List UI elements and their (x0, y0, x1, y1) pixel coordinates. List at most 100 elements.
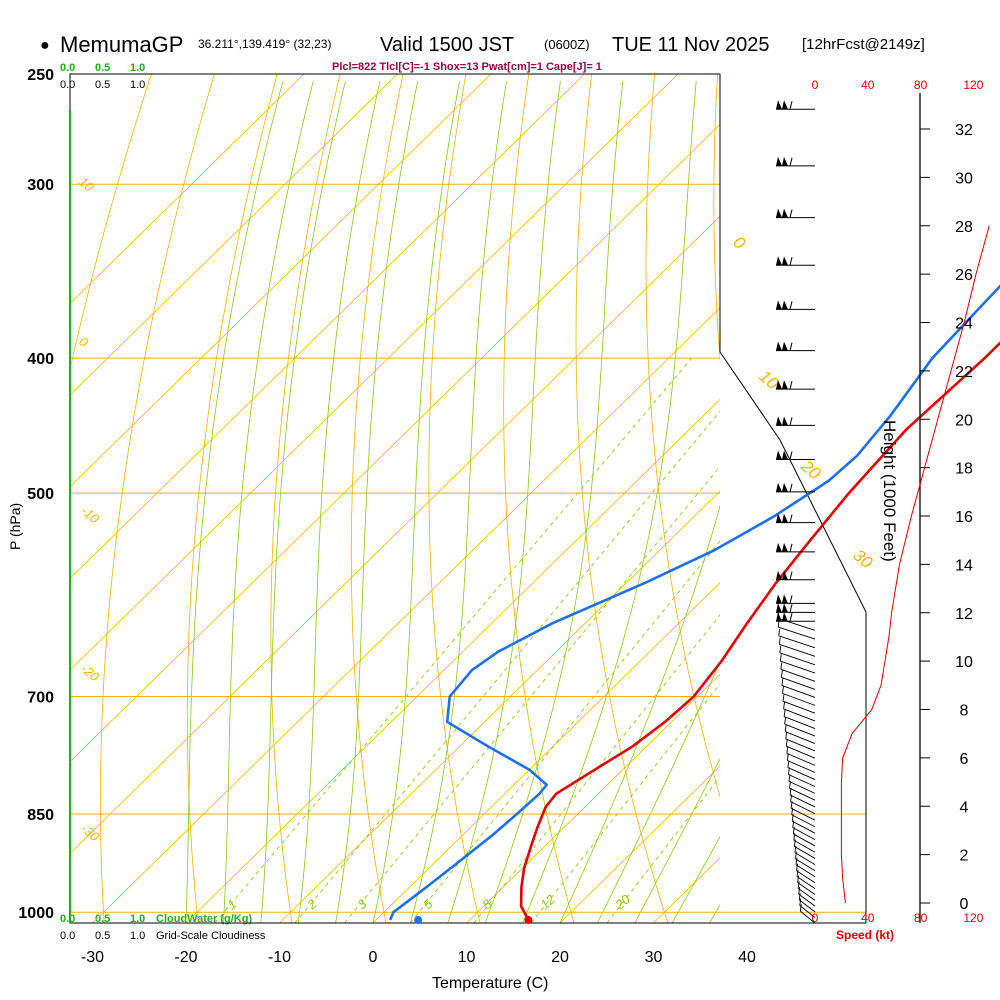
barb-feather (778, 628, 781, 636)
barb-feather (786, 753, 789, 761)
isotherm-line (185, 398, 720, 923)
height-tick-label: 2 (960, 848, 969, 865)
wind-barb (793, 839, 816, 859)
barb-feather (789, 257, 793, 266)
barb-shaft (795, 858, 816, 872)
wind-barb (790, 801, 816, 821)
barb-feather (784, 724, 787, 732)
isotherm-line (279, 490, 720, 923)
barb-shaft (793, 833, 816, 847)
isotherm-line (70, 74, 398, 396)
barb-shaft (783, 708, 816, 722)
forecast-info: [12hrFcst@2149z] (802, 36, 925, 53)
pressure-tick-label: 250 (27, 67, 54, 84)
dry-adiabat-line (503, 74, 575, 923)
barb-shaft (794, 852, 816, 865)
wind-barb (794, 851, 816, 872)
barb-pennant (782, 570, 788, 580)
barb-pennant (782, 603, 788, 613)
barb-shaft (780, 668, 816, 682)
barb-feather (795, 857, 798, 865)
barb-shaft (789, 787, 816, 801)
barb-feather (782, 694, 785, 702)
barb-feather (790, 801, 793, 809)
barb-feather (794, 845, 797, 853)
height-tick-label: 10 (955, 654, 973, 671)
mixing-ratio-line (473, 614, 720, 923)
barb-shaft (790, 801, 816, 815)
barb-feather (793, 839, 796, 847)
barb-feather (789, 781, 791, 789)
height-tick-label: 8 (960, 703, 969, 720)
barb-feather (789, 483, 793, 493)
wind-barb (781, 678, 816, 698)
barb-feather (782, 686, 784, 694)
dry-adiabat-line (100, 74, 215, 923)
height-tick-label: 26 (955, 267, 973, 284)
x-axis-title: Temperature (C) (432, 975, 548, 992)
wind-barb (779, 645, 816, 666)
barb-shaft (797, 882, 816, 895)
barb-feather (789, 604, 793, 613)
wind-barb (784, 717, 816, 737)
barb-pennant (776, 208, 782, 218)
height-tick-label: 20 (955, 412, 973, 429)
moist-adiabat-line (223, 81, 314, 923)
barb-pennant (782, 100, 788, 110)
wind-barb (787, 760, 816, 780)
barb-pennant (776, 380, 782, 390)
barb-shaft (786, 752, 816, 766)
wind-barb (796, 869, 816, 890)
barb-shaft (797, 887, 816, 901)
barb-feather (798, 892, 801, 900)
barb-feather (798, 887, 801, 895)
wind-barb (776, 513, 815, 524)
barb-feather (789, 209, 793, 218)
wind-barb (776, 603, 815, 613)
barb-shaft (795, 864, 816, 878)
barb-feather (778, 637, 781, 645)
height-tick-label: 6 (960, 751, 969, 768)
wind-barb (799, 904, 816, 924)
isotherm-line (70, 74, 679, 671)
barb-feather (789, 514, 793, 523)
wind-panel (776, 100, 990, 924)
isotherm-line (70, 123, 720, 763)
barb-shaft (780, 660, 816, 674)
wind-barb (794, 845, 816, 865)
barb-shaft (787, 760, 816, 773)
barb-pennant (776, 156, 782, 166)
wind-barb (793, 833, 816, 853)
moist-adiabat-line (484, 81, 624, 923)
wind-barb (792, 826, 816, 847)
cloud-water-scale-top: 0.0 0.5 1.0 (60, 62, 145, 74)
barb-shaft (794, 846, 816, 859)
wind-barb (784, 724, 816, 744)
barb-feather (799, 904, 802, 912)
moist-adiabat-line (522, 81, 697, 923)
barb-feather (799, 898, 802, 906)
stability-indices: Plcl=822 Tlcl[C]=-1 Shox=13 Pwat[cm]=1 C… (332, 61, 602, 73)
wind-barb (780, 670, 816, 690)
barb-pennant (776, 482, 782, 492)
barb-pennant (776, 603, 782, 613)
barb-pennant (776, 341, 782, 351)
isotherm-line (70, 74, 585, 579)
cloudiness-label: Grid-Scale Cloudiness (156, 930, 266, 942)
wind-barb (785, 731, 816, 752)
barb-feather (789, 381, 793, 390)
speed-tick-label: 40 (861, 911, 875, 925)
barb-pennant (782, 341, 788, 351)
wind-barb (791, 807, 816, 828)
barb-feather (788, 774, 791, 782)
dry-adiabat-line (270, 74, 341, 923)
date-text: TUE 11 Nov 2025 (612, 34, 770, 56)
wind-barb (776, 380, 815, 390)
barb-feather (789, 157, 793, 166)
location-text: 36.211°,139.419° (32,23) (198, 37, 331, 51)
cloud-water-label: CloudWater (g/Kg) (156, 913, 252, 925)
wind-barb (790, 794, 816, 815)
height-tick-label: 22 (955, 364, 973, 381)
mixing-ratio-line (294, 410, 720, 923)
barb-shaft (790, 807, 816, 821)
